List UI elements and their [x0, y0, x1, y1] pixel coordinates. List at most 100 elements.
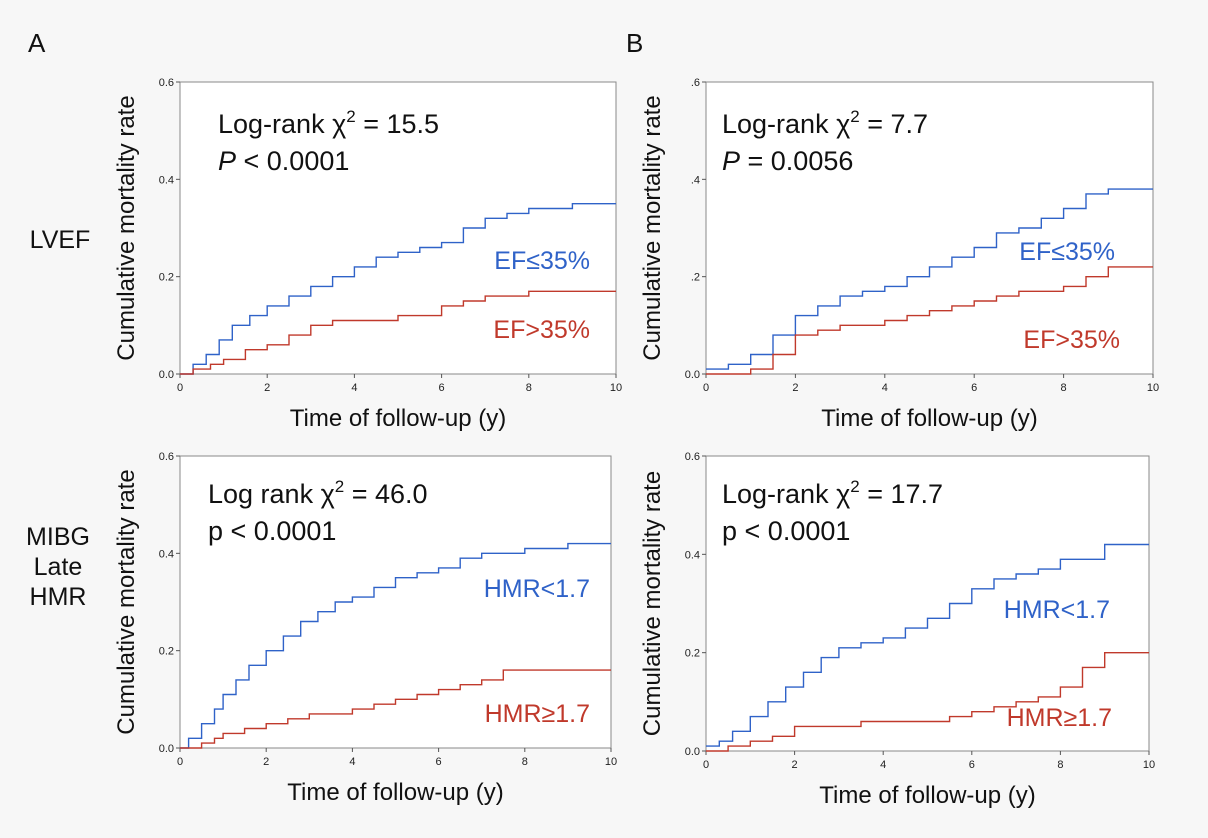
x-tick-label: 10 [1147, 382, 1159, 394]
row-label-hmr: HMR [30, 583, 87, 611]
panel-letter-b: B [626, 28, 643, 58]
x-tick-label: 4 [349, 756, 355, 768]
y-tick-label: 0.0 [159, 369, 174, 381]
y-tick-label: 0.0 [685, 369, 700, 381]
x-tick-label: 10 [610, 382, 622, 394]
p-value-annotation: P = 0.0056 [722, 146, 853, 176]
x-tick-label: 6 [439, 382, 445, 394]
chi-square-superscript: 2 [850, 107, 859, 126]
x-tick-label: 6 [969, 759, 975, 771]
log-rank-value: = 46.0 [344, 479, 427, 509]
series-label-high-risk: EF≤35% [1019, 238, 1115, 266]
km-chart-hmr-a: 0.0 0.2 0.4 0.6 0 2 4 6 8 10 Time of follow-up (y)… [113, 451, 617, 806]
log-rank-prefix: Log-rank χ [722, 109, 850, 139]
y-tick-label: .6 [691, 77, 700, 89]
x-tick-label: 2 [792, 759, 798, 771]
y-tick-label: .2 [691, 272, 700, 284]
y-tick-label: 0.2 [159, 272, 174, 284]
x-tick-label: 4 [882, 382, 888, 394]
p-value: < 0.0001 [737, 516, 850, 546]
x-tick-label: 8 [526, 382, 532, 394]
series-line-high-risk [180, 203, 616, 375]
series-line-low-risk [180, 669, 611, 749]
series-label-low-risk: HMR≥1.7 [485, 700, 590, 728]
x-tick-label: 0 [177, 382, 183, 394]
p-value-annotation: p < 0.0001 [208, 516, 336, 546]
chi-square-superscript: 2 [346, 107, 355, 126]
plot-frame [179, 81, 617, 375]
y-tick-label: 0.4 [159, 548, 174, 560]
series-line-high-risk [706, 188, 1153, 370]
x-tick-label: 2 [263, 756, 269, 768]
x-axis-title: Time of follow-up (y) [287, 779, 504, 806]
y-tick-label: 0.4 [159, 174, 174, 186]
y-axis-title: Cumulative mortality rate [639, 471, 666, 736]
row-label-lvef: LVEF [30, 226, 91, 254]
log-rank-annotation: Log-rank χ2 = 17.7 [722, 477, 943, 509]
log-rank-annotation: Log rank χ2 = 46.0 [208, 477, 428, 509]
chi-square-superscript: 2 [850, 477, 859, 496]
x-tick-label: 4 [880, 759, 886, 771]
x-tick-label: 6 [971, 382, 977, 394]
x-tick-label: 0 [703, 759, 709, 771]
series-line-low-risk [706, 652, 1149, 752]
x-tick-label: 8 [522, 756, 528, 768]
log-rank-value: = 15.5 [356, 109, 439, 139]
log-rank-prefix: Log-rank χ [218, 109, 346, 139]
y-axis-title: Cumulative mortality rate [113, 469, 140, 734]
x-tick-label: 8 [1057, 759, 1063, 771]
log-rank-prefix: Log rank χ [208, 479, 335, 509]
y-tick-label: 0.0 [159, 743, 174, 755]
x-tick-label: 4 [351, 382, 357, 394]
row-label-late: Late [34, 553, 83, 581]
series-label-high-risk: HMR<1.7 [1004, 596, 1110, 624]
chi-square-superscript: 2 [335, 477, 344, 496]
km-chart-hmr-b: 0.0 0.2 0.4 0.6 0 2 4 6 8 10 Time of follow-up (y)… [639, 451, 1155, 809]
p-value: = 0.0056 [740, 146, 853, 176]
p-value-annotation: P < 0.0001 [218, 146, 349, 176]
x-tick-label: 2 [792, 382, 798, 394]
km-chart-lvef-b: 0.0 .2 .4 .6 0 2 4 6 8 10 Time of follow-up (y) Cum… [639, 77, 1159, 432]
log-rank-value: = 7.7 [860, 109, 928, 139]
km-chart-lvef-a: 0.0 0.2 0.4 0.6 0 2 4 6 8 10 Time of follow-up (y)… [113, 77, 622, 432]
x-tick-label: 6 [436, 756, 442, 768]
p-value-annotation: p < 0.0001 [722, 516, 850, 546]
p-label: p [208, 516, 223, 546]
x-tick-label: 8 [1061, 382, 1067, 394]
y-tick-label: 0.0 [685, 746, 700, 758]
x-axis-title: Time of follow-up (y) [819, 782, 1036, 809]
y-axis-title: Cumulative mortality rate [113, 95, 140, 360]
x-tick-label: 10 [605, 756, 617, 768]
x-axis-title: Time of follow-up (y) [290, 405, 507, 432]
panel-letter-a: A [28, 28, 46, 58]
y-axis-title: Cumulative mortality rate [639, 95, 666, 360]
series-line-high-risk [706, 543, 1149, 747]
y-tick-label: 0.6 [159, 451, 174, 463]
p-value: < 0.0001 [223, 516, 336, 546]
series-label-low-risk: EF>35% [1023, 326, 1120, 354]
log-rank-value: = 17.7 [860, 479, 943, 509]
p-value: < 0.0001 [236, 146, 349, 176]
p-label: p [722, 516, 737, 546]
x-tick-label: 0 [703, 382, 709, 394]
x-axis-title: Time of follow-up (y) [821, 405, 1038, 432]
series-line-high-risk [180, 542, 611, 749]
y-tick-label: 0.2 [159, 646, 174, 658]
series-label-low-risk: EF>35% [493, 316, 590, 344]
y-tick-label: 0.2 [685, 648, 700, 660]
log-rank-annotation: Log-rank χ2 = 7.7 [722, 107, 928, 139]
series-label-high-risk: EF≤35% [494, 247, 590, 275]
series-label-high-risk: HMR<1.7 [484, 575, 590, 603]
y-tick-label: 0.4 [685, 549, 700, 561]
x-tick-label: 2 [264, 382, 270, 394]
series-line-low-risk [706, 266, 1153, 375]
log-rank-prefix: Log-rank χ [722, 479, 850, 509]
series-line-low-risk [180, 290, 616, 375]
p-label: P [722, 146, 740, 176]
row-label-mibg: MIBG [26, 523, 90, 551]
plot-frame [705, 81, 1154, 375]
y-tick-label: .4 [691, 174, 700, 186]
series-label-low-risk: HMR≥1.7 [1007, 704, 1112, 732]
p-label: P [218, 146, 236, 176]
